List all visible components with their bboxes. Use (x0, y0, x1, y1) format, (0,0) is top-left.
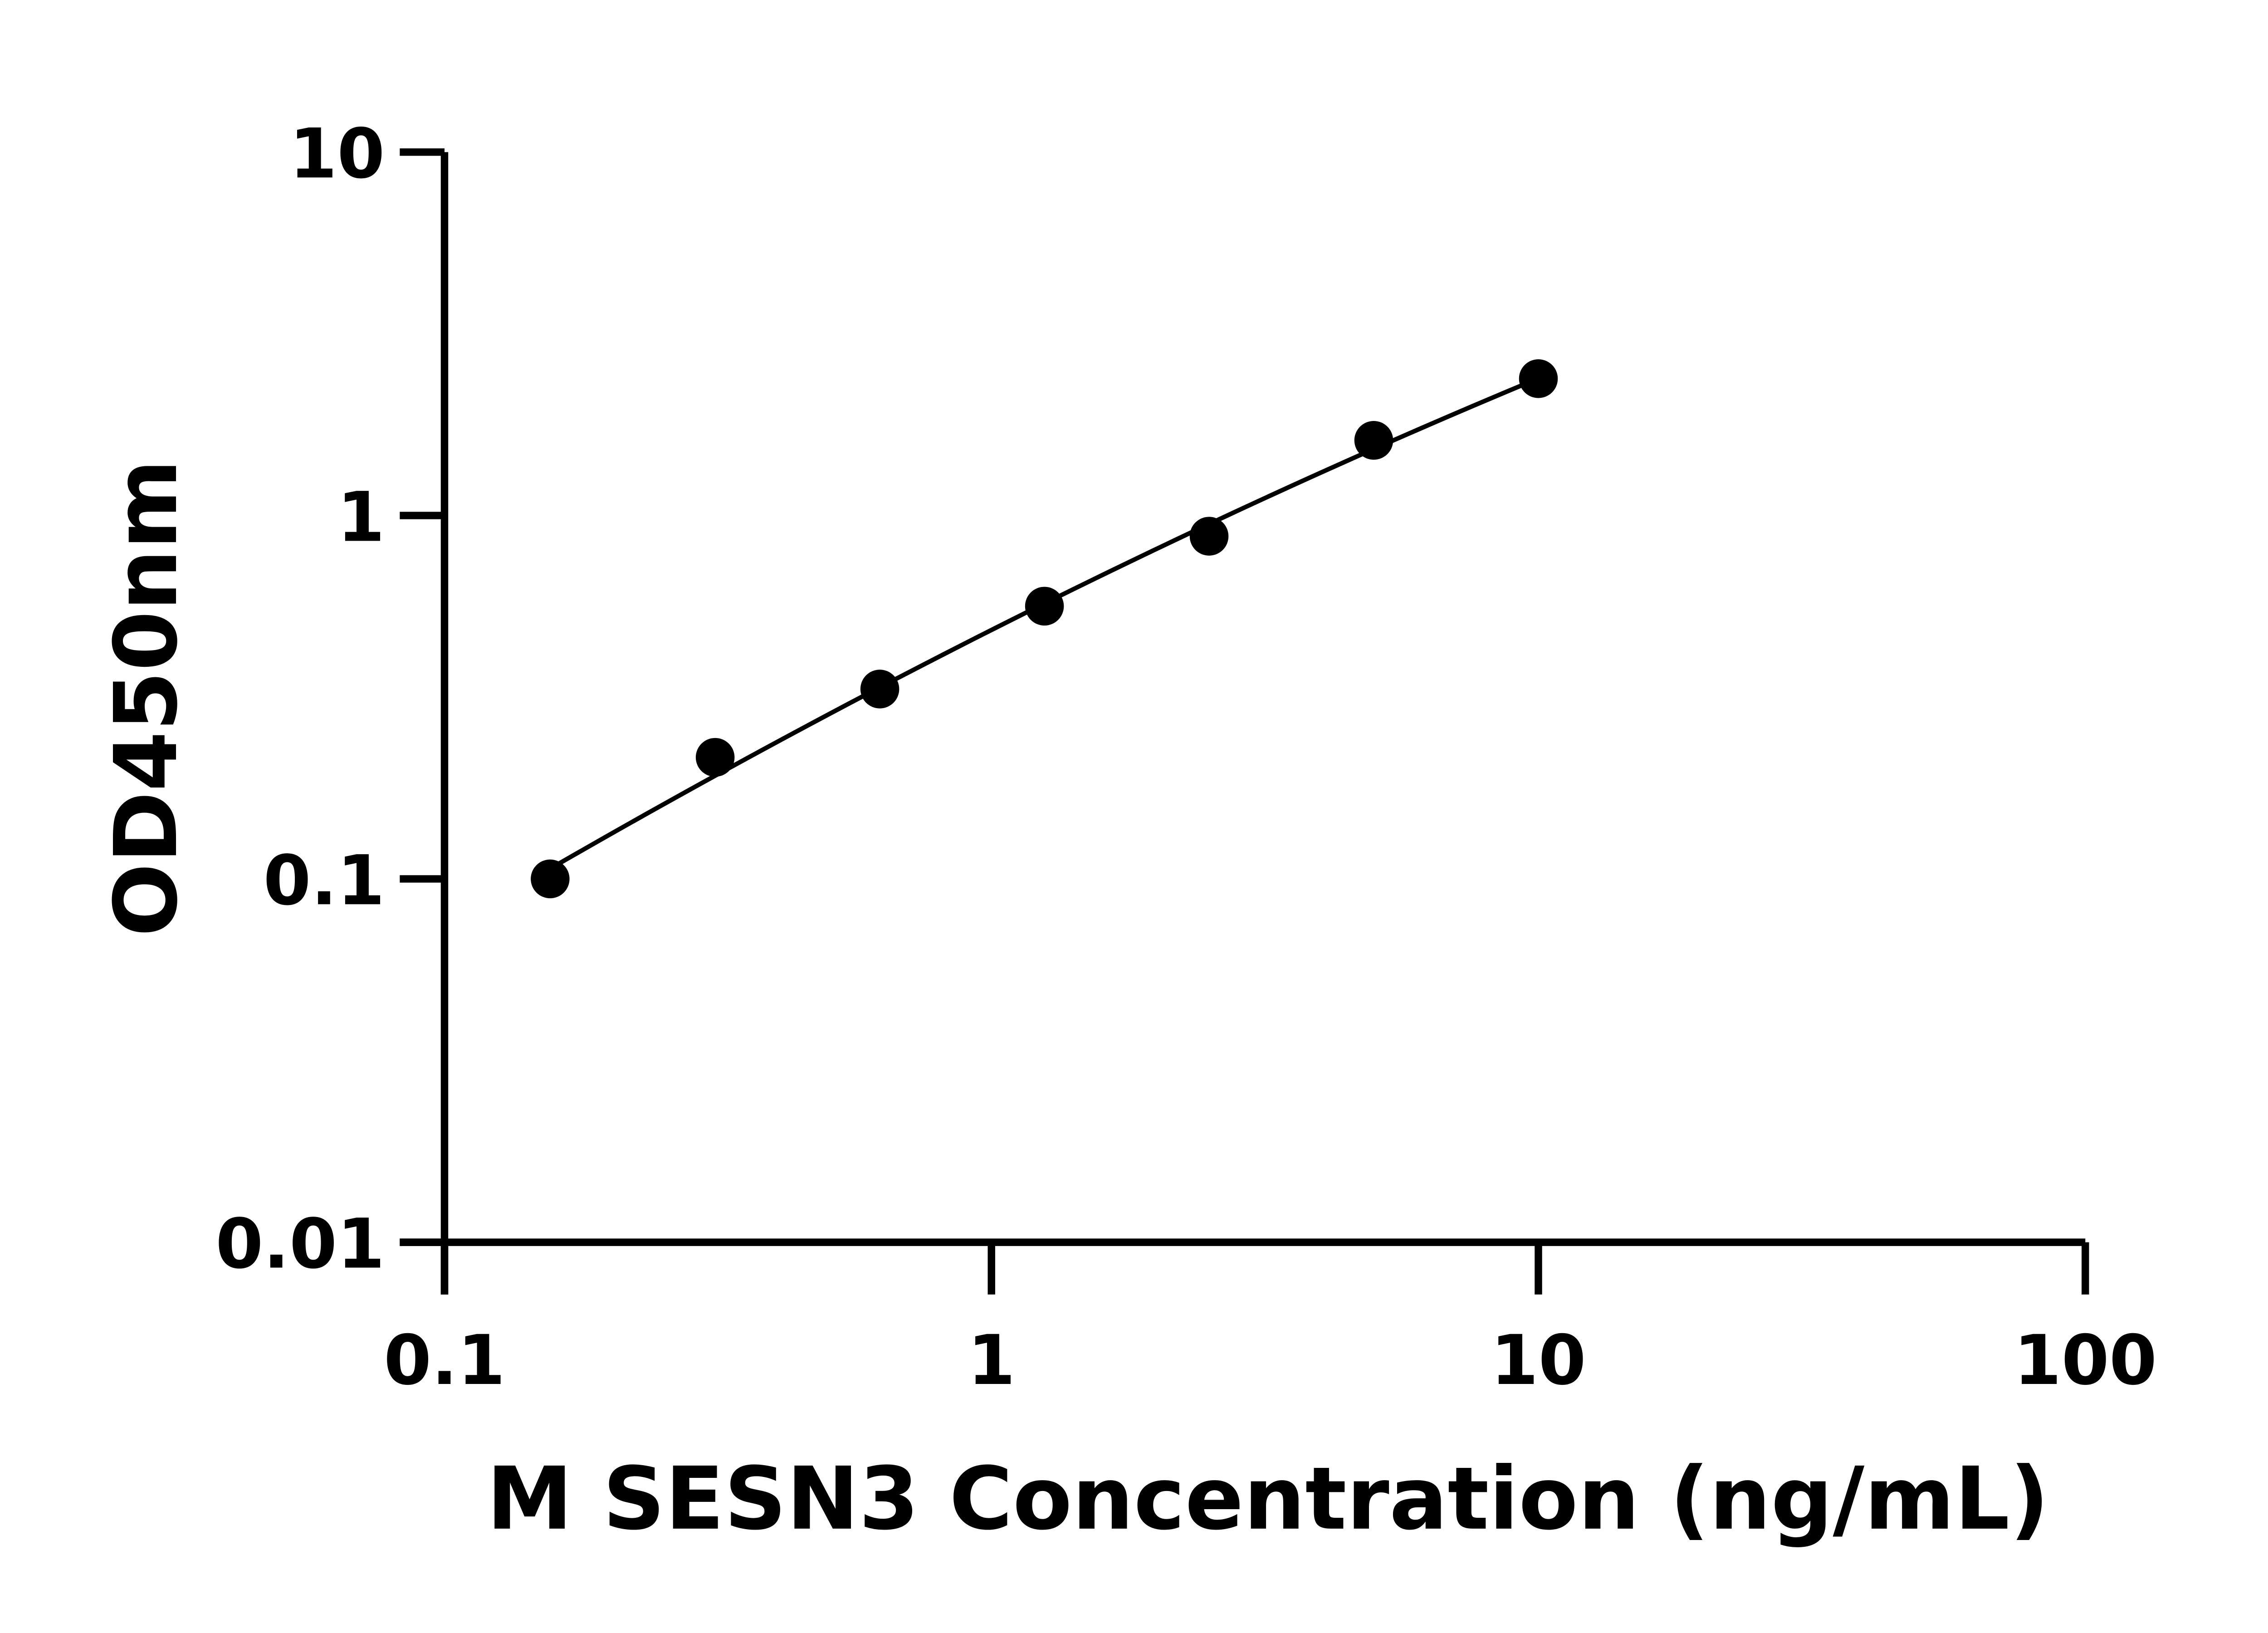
data-point (531, 859, 570, 899)
x-tick-label: 1 (968, 1320, 1015, 1400)
data-point (1025, 587, 1064, 626)
data-point (860, 670, 899, 709)
data-points (531, 359, 1558, 899)
x-tick-label: 100 (2014, 1320, 2157, 1400)
y-tick-label: 0.1 (263, 841, 385, 920)
x-tick-label: 0.1 (384, 1320, 505, 1400)
y-tick-label: 0.01 (215, 1204, 385, 1284)
data-point (1354, 421, 1393, 460)
data-point (695, 738, 735, 777)
x-axis-label: M SESN3 Concentration (ng/mL) (487, 1448, 2049, 1549)
data-point (1519, 359, 1558, 398)
x-tick-label: 10 (1491, 1320, 1586, 1400)
y-tick-label: 1 (337, 477, 385, 557)
y-axis-label: OD450nm (96, 459, 196, 937)
axes: 0.1 1 10 100 0.01 0.1 1 10 (215, 114, 2157, 1400)
data-point (1189, 517, 1229, 556)
y-tick-label: 10 (289, 114, 385, 194)
